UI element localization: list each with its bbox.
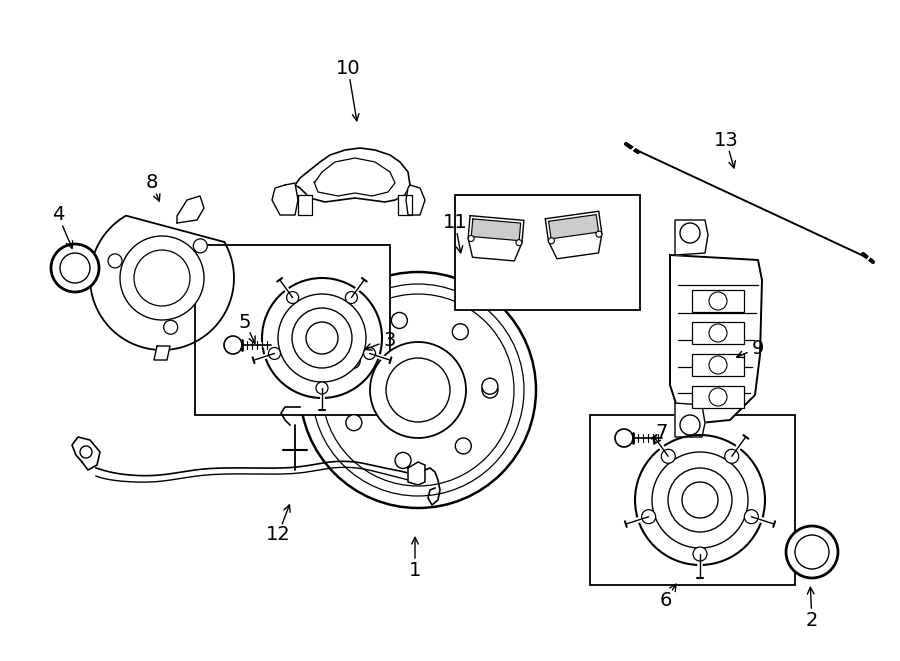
- Circle shape: [662, 449, 675, 463]
- Bar: [590, 415, 795, 585]
- Circle shape: [453, 324, 468, 340]
- Circle shape: [306, 322, 338, 354]
- Circle shape: [344, 353, 360, 369]
- Circle shape: [395, 452, 411, 469]
- Circle shape: [60, 253, 90, 283]
- Text: 13: 13: [714, 130, 738, 149]
- Circle shape: [80, 446, 92, 458]
- Circle shape: [668, 468, 732, 532]
- Circle shape: [346, 292, 357, 303]
- Polygon shape: [177, 196, 204, 223]
- Circle shape: [709, 324, 727, 342]
- Text: 2: 2: [806, 611, 818, 629]
- Polygon shape: [154, 346, 170, 360]
- Circle shape: [693, 547, 707, 561]
- Circle shape: [795, 535, 829, 569]
- Circle shape: [482, 378, 498, 394]
- Text: 12: 12: [266, 525, 291, 545]
- Circle shape: [709, 356, 727, 374]
- Circle shape: [316, 382, 328, 394]
- Circle shape: [680, 415, 700, 435]
- Bar: [692, 322, 744, 344]
- Circle shape: [482, 382, 498, 398]
- Bar: [692, 386, 744, 408]
- Circle shape: [51, 244, 99, 292]
- Circle shape: [635, 435, 765, 565]
- Circle shape: [268, 348, 281, 360]
- Polygon shape: [472, 219, 520, 241]
- Circle shape: [370, 342, 466, 438]
- Circle shape: [682, 482, 718, 518]
- Circle shape: [709, 292, 727, 310]
- Polygon shape: [408, 462, 425, 485]
- Circle shape: [642, 510, 655, 524]
- Polygon shape: [406, 185, 425, 215]
- Circle shape: [108, 254, 122, 268]
- Circle shape: [134, 250, 190, 306]
- Text: 6: 6: [660, 590, 672, 609]
- Circle shape: [120, 236, 204, 320]
- Text: 8: 8: [146, 173, 158, 192]
- Bar: [692, 354, 744, 376]
- Polygon shape: [314, 158, 395, 196]
- Text: 3: 3: [383, 330, 396, 350]
- Polygon shape: [670, 255, 762, 423]
- Text: 5: 5: [238, 313, 251, 332]
- Polygon shape: [90, 188, 234, 350]
- Polygon shape: [295, 148, 410, 202]
- Text: 9: 9: [752, 338, 764, 358]
- Circle shape: [278, 294, 366, 382]
- Circle shape: [596, 231, 602, 237]
- Circle shape: [786, 526, 838, 578]
- Circle shape: [652, 452, 748, 548]
- Circle shape: [312, 284, 524, 496]
- Polygon shape: [468, 215, 524, 261]
- Text: 1: 1: [409, 561, 421, 580]
- Polygon shape: [675, 220, 708, 255]
- Circle shape: [262, 278, 382, 398]
- Polygon shape: [272, 183, 298, 215]
- Circle shape: [744, 510, 759, 524]
- Bar: [455, 195, 640, 310]
- Polygon shape: [298, 195, 312, 215]
- Circle shape: [455, 438, 472, 454]
- Circle shape: [224, 336, 242, 354]
- Bar: [195, 245, 390, 415]
- Circle shape: [164, 320, 177, 334]
- Circle shape: [615, 429, 633, 447]
- Polygon shape: [545, 212, 602, 258]
- Circle shape: [468, 235, 474, 241]
- Circle shape: [322, 294, 514, 486]
- Circle shape: [709, 388, 727, 406]
- Text: 4: 4: [52, 206, 64, 225]
- Circle shape: [516, 240, 522, 246]
- Circle shape: [194, 239, 207, 253]
- Polygon shape: [675, 403, 705, 437]
- Circle shape: [548, 238, 554, 244]
- Text: 11: 11: [443, 212, 467, 231]
- Bar: [692, 290, 744, 312]
- Circle shape: [346, 414, 362, 431]
- Circle shape: [386, 358, 450, 422]
- Circle shape: [300, 272, 536, 508]
- Circle shape: [364, 348, 375, 360]
- Polygon shape: [549, 215, 598, 239]
- Circle shape: [680, 223, 700, 243]
- Text: 10: 10: [336, 59, 360, 77]
- Circle shape: [724, 449, 739, 463]
- Polygon shape: [398, 195, 412, 215]
- Circle shape: [292, 308, 352, 368]
- Text: 7: 7: [656, 422, 668, 442]
- Circle shape: [392, 313, 408, 329]
- Circle shape: [286, 292, 299, 303]
